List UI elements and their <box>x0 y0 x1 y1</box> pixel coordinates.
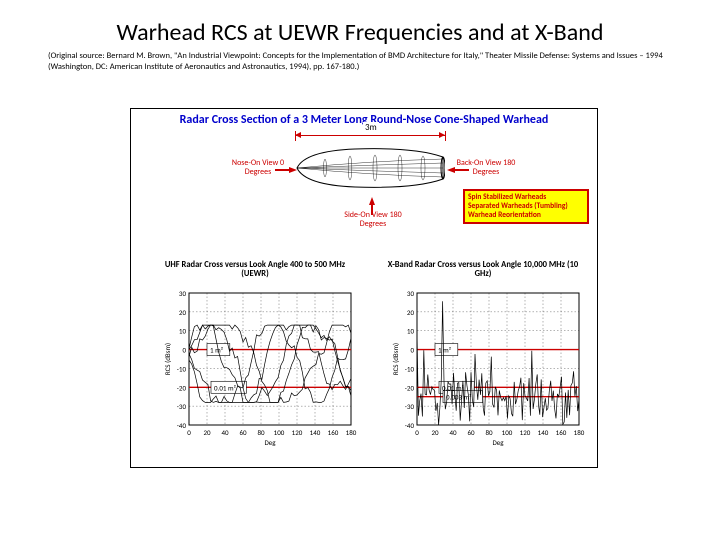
svg-text:-40: -40 <box>177 421 187 430</box>
right-chart-title: X-Band Radar Cross versus Look Angle 10,… <box>383 261 583 280</box>
svg-text:10: 10 <box>179 327 187 336</box>
svg-text:140: 140 <box>538 428 549 437</box>
svg-text:-20: -20 <box>405 383 415 392</box>
svg-text:0: 0 <box>182 346 186 355</box>
svg-text:60: 60 <box>239 428 247 437</box>
warhead-shape <box>295 145 445 191</box>
svg-text:Deg: Deg <box>492 438 504 447</box>
svg-text:20: 20 <box>431 428 439 437</box>
svg-text:0: 0 <box>410 346 414 355</box>
slide-title: Warhead RCS at UEWR Frequencies and at X… <box>0 18 720 47</box>
svg-text:120: 120 <box>292 428 303 437</box>
left-chart-title: UHF Radar Cross versus Look Angle 400 to… <box>155 261 355 280</box>
svg-text:RCS (dBsm): RCS (dBsm) <box>163 343 172 375</box>
dimension-label: 3m <box>363 122 379 133</box>
side-view-label: Side-On View 180 Degrees <box>343 211 403 229</box>
svg-text:20: 20 <box>203 428 211 437</box>
svg-text:-10: -10 <box>405 364 415 373</box>
svg-text:160: 160 <box>328 428 339 437</box>
back-view-label: Back-On View 180 Degrees <box>451 159 521 177</box>
svg-text:20: 20 <box>407 308 415 317</box>
dim-tick-right <box>445 131 446 141</box>
svg-text:40: 40 <box>449 428 457 437</box>
svg-text:-10: -10 <box>177 364 187 373</box>
svg-text:60: 60 <box>467 428 475 437</box>
svg-text:160: 160 <box>556 428 567 437</box>
warhead-schematic: 3m Nose-On View 0 Degrees Back-On View 1… <box>131 131 599 251</box>
uhf-chart: -40 -30 -20 -10 0 10 20 30 0 20 40 60 80 100 120 140 160… <box>161 287 357 447</box>
svg-text:Deg: Deg <box>264 438 276 447</box>
svg-text:0.01 m²: 0.01 m² <box>214 383 237 392</box>
nose-arrow-icon <box>289 167 297 173</box>
svg-text:180: 180 <box>346 428 357 437</box>
annotation-line: Spin Stabilized Warheads <box>468 193 584 202</box>
svg-text:20: 20 <box>179 308 187 317</box>
svg-text:-40: -40 <box>405 421 415 430</box>
annotation-line: Separated Warheads (Tumbling) <box>468 202 584 211</box>
figure-container: Radar Cross Section of a 3 Meter Long Ro… <box>130 108 598 468</box>
svg-text:0: 0 <box>415 428 419 437</box>
svg-text:-30: -30 <box>177 402 187 411</box>
svg-text:1 m²: 1 m² <box>210 346 224 355</box>
annotation-line: Warhead Reorientation <box>468 211 584 220</box>
svg-text:120: 120 <box>520 428 531 437</box>
svg-text:30: 30 <box>407 289 415 298</box>
side-arrow-icon <box>369 197 375 205</box>
xband-chart: -40 -30 -20 -10 0 10 20 30 0 20 40 60 80 100 120 140 160… <box>389 287 585 447</box>
svg-text:30: 30 <box>179 289 187 298</box>
svg-text:1 m²: 1 m² <box>438 346 452 355</box>
citation-text: (Original source: Bernard M. Brown, "An … <box>48 51 672 72</box>
svg-text:100: 100 <box>274 428 285 437</box>
svg-text:-20: -20 <box>177 383 187 392</box>
svg-text:140: 140 <box>310 428 321 437</box>
svg-text:-30: -30 <box>405 402 415 411</box>
svg-text:40: 40 <box>221 428 229 437</box>
svg-text:RCS (dBsm): RCS (dBsm) <box>391 343 400 375</box>
annotation-box: Spin Stabilized Warheads Separated Warhe… <box>463 189 589 224</box>
svg-text:10: 10 <box>407 327 415 336</box>
svg-text:100: 100 <box>502 428 513 437</box>
svg-text:180: 180 <box>574 428 585 437</box>
svg-text:80: 80 <box>485 428 493 437</box>
dimension-line <box>295 135 445 136</box>
back-arrow-icon <box>447 167 455 173</box>
svg-text:0: 0 <box>187 428 191 437</box>
svg-text:80: 80 <box>257 428 265 437</box>
nose-view-label: Nose-On View 0 Degrees <box>223 159 293 177</box>
